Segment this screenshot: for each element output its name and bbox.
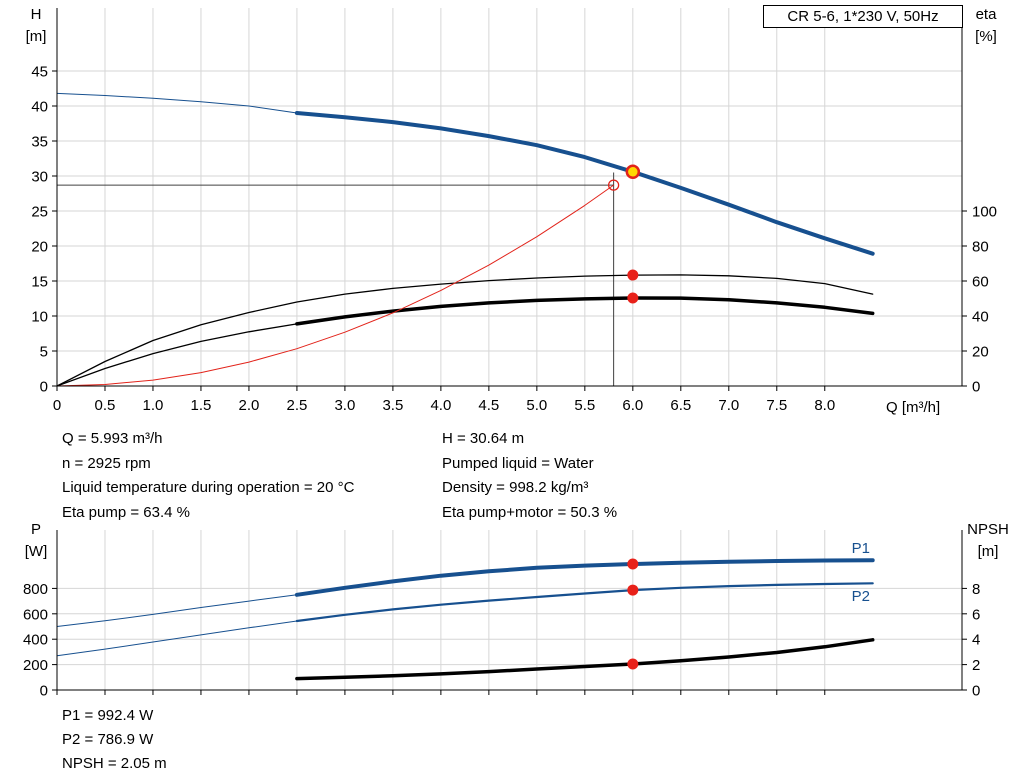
y-left-tick-label: 45 <box>31 64 48 81</box>
y-right-tick-label: 0 <box>972 683 980 700</box>
y-left-tick-label: 200 <box>23 657 48 674</box>
y-left-tick-label: 5 <box>40 344 48 361</box>
eta-pump-motor-curve-inlet <box>56 323 298 387</box>
npsh-axis-symbol: NPSH <box>967 521 1009 538</box>
info-temperature: Liquid temperature during operation = 20… <box>62 479 355 496</box>
y-left-tick-label: 400 <box>23 632 48 649</box>
x-tick-label: 2.5 <box>286 397 307 414</box>
eta-pump-motor-curve <box>295 296 875 326</box>
eta-axis-unit: [%] <box>975 28 997 45</box>
y-left-tick-label: 10 <box>31 309 48 326</box>
h-axis-unit: [m] <box>25 28 47 45</box>
y-left-tick-label: 15 <box>31 274 48 291</box>
p-axis-title: P [W] <box>16 519 56 563</box>
x-tick-label: 1.0 <box>143 397 164 414</box>
duty-point-marker <box>625 164 641 180</box>
eta-pump-point <box>627 269 639 281</box>
x-tick-label: 6.5 <box>670 397 691 414</box>
y-right-tick-label: 80 <box>972 239 989 256</box>
y-right-tick-label: 6 <box>972 606 980 623</box>
info-eta-pump-motor: Eta pump+motor = 50.3 % <box>442 503 618 521</box>
y-left-tick-label: 35 <box>31 134 48 151</box>
x-tick-label: 4.5 <box>478 397 499 414</box>
p2-curve <box>295 582 874 623</box>
x-tick-label: 7.5 <box>766 397 787 414</box>
x-tick-label: 5.5 <box>574 397 595 414</box>
duty-info-left: Q = 5.993 m³/h n = 2925 rpm Liquid tempe… <box>62 427 354 525</box>
y-right-tick-label: 60 <box>972 274 989 291</box>
y-right-tick-label: 100 <box>972 204 997 221</box>
pump-title-box: CR 5-6, 1*230 V, 50Hz <box>763 5 963 28</box>
requested-duty-marker <box>607 179 620 191</box>
info-eta-pump: Eta pump = 63.4 % <box>62 503 190 521</box>
eta-pump-motor-point <box>627 292 639 304</box>
eta-axis-symbol: eta <box>975 6 997 23</box>
y-left-tick-label: 0 <box>40 683 48 700</box>
p-axis-unit: [W] <box>24 543 48 560</box>
info-flow: Q = 5.993 m³/h <box>62 430 163 447</box>
head-curve-inlet <box>56 92 298 114</box>
power-info: P1 = 992.4 W P2 = 786.9 W NPSH = 2.05 m <box>62 704 167 776</box>
y-right-tick-label: 0 <box>972 379 980 396</box>
system-curve <box>56 184 615 387</box>
info-npsh: NPSH = 2.05 m <box>62 755 167 772</box>
y-left-tick-label: 20 <box>31 239 48 256</box>
eta-axis-title: eta [%] <box>962 4 1010 48</box>
y-right-tick-label: 20 <box>972 344 989 361</box>
p-axis-symbol: P <box>30 521 41 538</box>
y-left-tick-label: 40 <box>31 99 48 116</box>
p1-curve <box>294 558 875 597</box>
p1-point <box>627 558 639 570</box>
p2-point <box>627 584 639 596</box>
p1-label: P1 <box>852 540 870 557</box>
info-head: H = 30.64 m <box>442 430 525 447</box>
x-tick-label: 3.5 <box>382 397 403 414</box>
info-density: Density = 998.2 kg/m³ <box>442 479 589 496</box>
q-axis-title: Q [m³/h] <box>886 399 941 416</box>
p1-curve-inlet <box>56 594 298 627</box>
x-tick-label: 4.0 <box>430 397 451 414</box>
npsh-curve <box>295 638 875 681</box>
x-tick-label: 0 <box>53 397 61 414</box>
x-tick-label: 2.0 <box>239 397 260 414</box>
info-p2: P2 = 786.9 W <box>62 731 154 748</box>
info-speed: n = 2925 rpm <box>62 454 151 472</box>
y-right-tick-label: 8 <box>972 581 980 598</box>
x-tick-label: 0.5 <box>95 397 116 414</box>
y-left-tick-label: 0 <box>40 379 48 396</box>
x-tick-label: 3.0 <box>334 397 355 414</box>
y-right-tick-label: 4 <box>972 632 980 649</box>
p2-curve-inlet <box>56 620 298 657</box>
y-left-tick-label: 800 <box>23 581 48 598</box>
p2-label: P2 <box>852 588 870 605</box>
x-tick-label: 6.0 <box>622 397 643 414</box>
y-right-tick-label: 2 <box>972 657 980 674</box>
y-left-tick-label: 30 <box>31 169 48 186</box>
x-tick-label: 7.0 <box>718 397 739 414</box>
info-p1: P1 = 992.4 W <box>62 707 154 724</box>
info-liquid: Pumped liquid = Water <box>442 454 594 472</box>
duty-info-right: H = 30.64 m Pumped liquid = Water Densit… <box>442 427 617 525</box>
head-curve <box>294 111 875 256</box>
h-axis-title: H [m] <box>16 4 56 48</box>
x-tick-label: 5.0 <box>526 397 547 414</box>
npsh-axis-title: NPSH [m] <box>956 519 1020 563</box>
y-left-tick-label: 600 <box>23 606 48 623</box>
h-axis-symbol: H <box>30 6 42 23</box>
y-left-tick-label: 25 <box>31 204 48 221</box>
npsh-axis-unit: [m] <box>977 543 999 560</box>
x-tick-label: 8.0 <box>814 397 835 414</box>
npsh-point <box>627 658 639 670</box>
eta-pump-curve <box>56 274 874 387</box>
x-tick-label: 1.5 <box>191 397 212 414</box>
y-right-tick-label: 40 <box>972 309 989 326</box>
